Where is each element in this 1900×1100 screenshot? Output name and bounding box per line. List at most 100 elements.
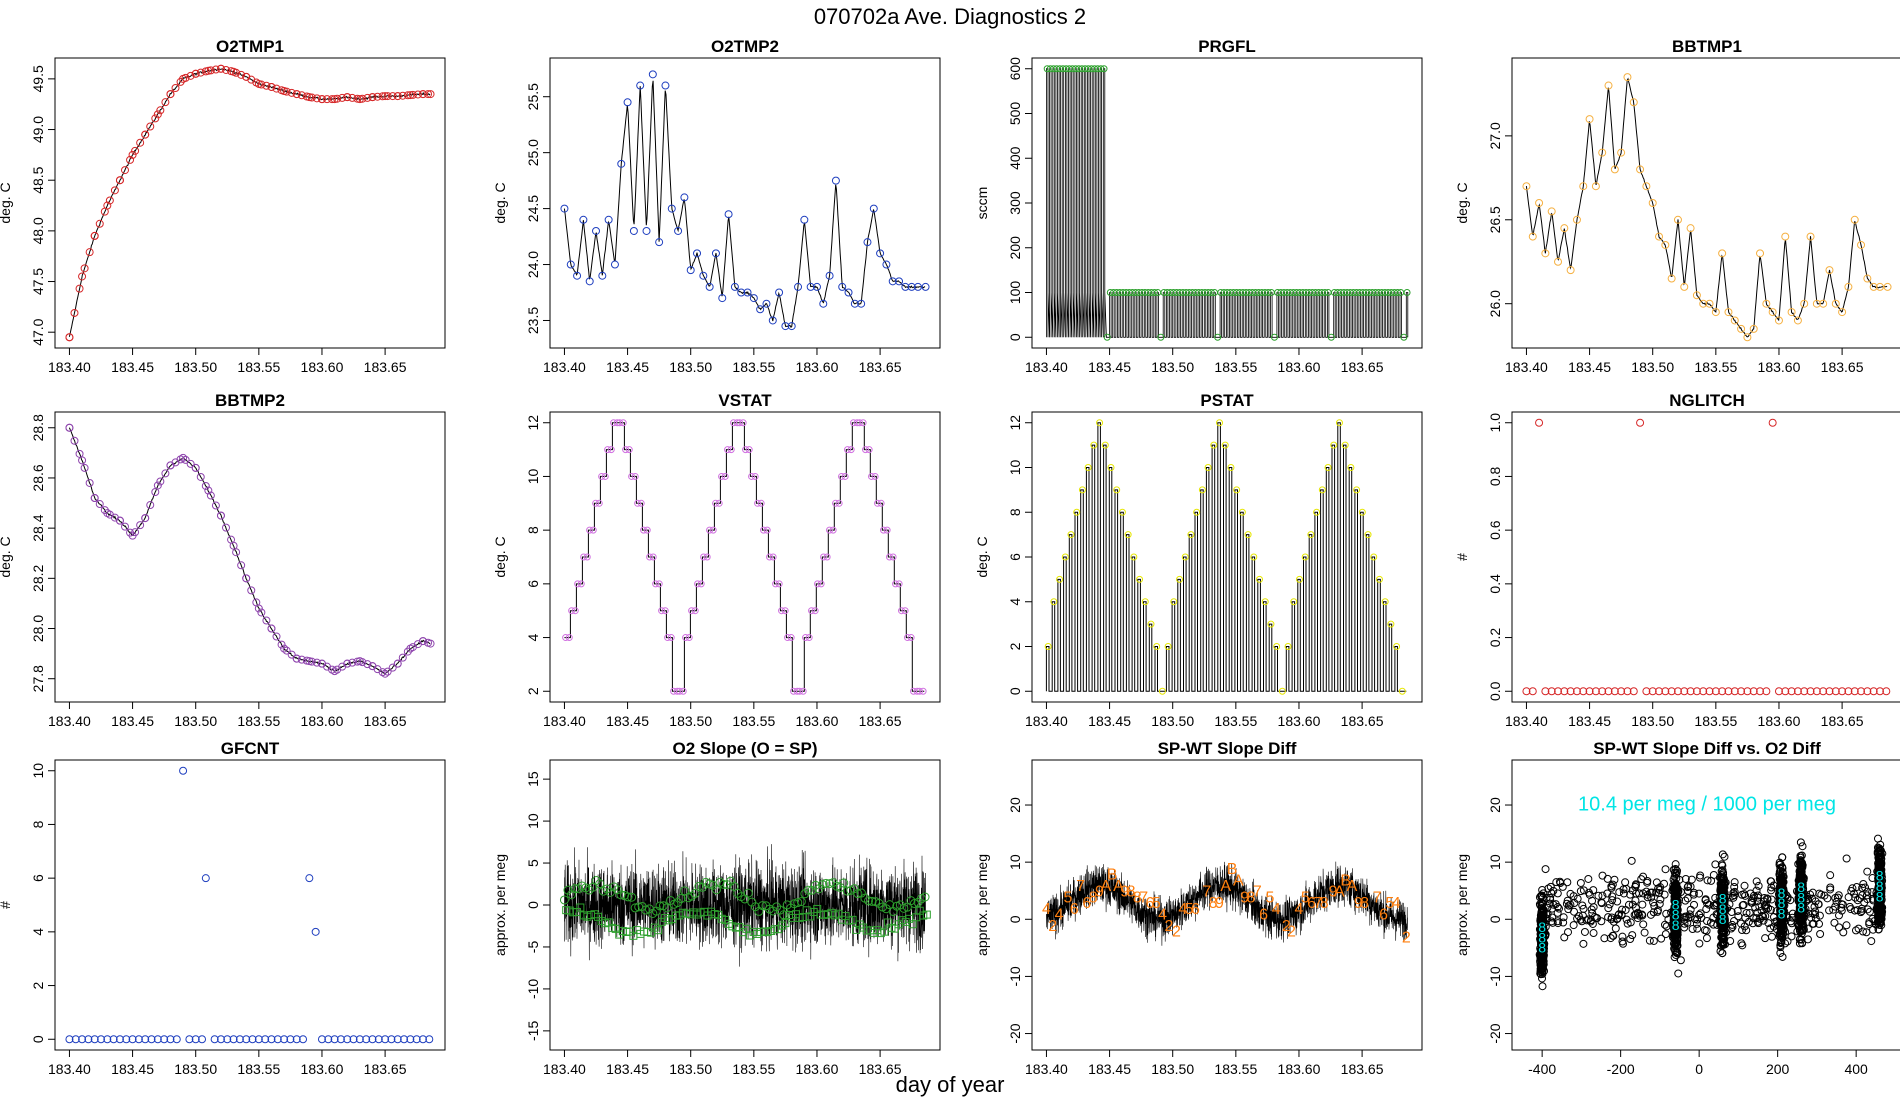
slope-code-label: 6 bbox=[1259, 907, 1268, 924]
x-tick-label: 183.40 bbox=[543, 359, 586, 375]
y-tick-label: 27.8 bbox=[30, 665, 46, 692]
y-tick-label: 49.5 bbox=[30, 65, 46, 92]
y-axis-label: deg. C bbox=[1454, 182, 1470, 223]
chart-title-o2slope: O2 Slope (O = SP) bbox=[672, 739, 817, 758]
y-tick-label: 10 bbox=[525, 468, 541, 484]
x-tick-label: 183.60 bbox=[796, 359, 839, 375]
scatter-point bbox=[1640, 921, 1647, 928]
cluster-label: 8 bbox=[1672, 896, 1680, 912]
y-axis-label: # bbox=[1454, 553, 1470, 561]
x-tick-label: 183.60 bbox=[796, 1061, 839, 1077]
data-point bbox=[306, 875, 313, 882]
chart-title-gfcnt: GFCNT bbox=[221, 739, 280, 758]
scatter-point bbox=[1753, 878, 1760, 885]
chart-panel-bbtmp2: BBTMP2 183.40 183.45 183.50 183.55 183.60 183.… bbox=[0, 390, 455, 750]
chart-panel-spwt_vs_o2: SP-WT Slope Diff vs. O2 Diff-400 -200 0 200… bbox=[1452, 738, 1900, 1098]
y-axis-label: # bbox=[0, 901, 13, 909]
chart-panel-o2tmp2: O2TMP2183.40 183.45 183.50 183.55 183.60 183.… bbox=[490, 36, 950, 396]
x-tick-label: 183.55 bbox=[732, 359, 775, 375]
x-tick-label: 183.65 bbox=[364, 713, 407, 729]
data-point bbox=[801, 216, 808, 223]
series-line bbox=[1046, 423, 1406, 692]
plot-frame bbox=[55, 760, 445, 1050]
scatter-point bbox=[1843, 922, 1850, 929]
slope-code-label: A bbox=[1220, 878, 1231, 895]
scatter-point bbox=[1639, 901, 1646, 908]
scatter-point bbox=[1580, 940, 1587, 947]
scatter-point bbox=[1570, 922, 1577, 929]
x-tick-label: 200 bbox=[1766, 1061, 1790, 1077]
y-tick-label: 0.8 bbox=[1487, 467, 1503, 487]
cluster-point bbox=[1719, 950, 1726, 957]
y-tick-label: 10 bbox=[30, 763, 46, 779]
scatter-point bbox=[1628, 857, 1635, 864]
y-tick-label: 200 bbox=[1007, 236, 1023, 260]
y-tick-label: 49.0 bbox=[30, 116, 46, 143]
scatter-point bbox=[1843, 855, 1850, 862]
x-tick-label: 183.60 bbox=[1278, 1061, 1321, 1077]
chart-panel-gfcnt: GFCNT183.40 183.45 183.50 183.55 183.60 183.6… bbox=[0, 738, 455, 1098]
x-tick-label: 183.50 bbox=[669, 359, 712, 375]
slope-code-label: 2 bbox=[1402, 929, 1411, 946]
scatter-point bbox=[1691, 901, 1698, 908]
y-tick-label: 20 bbox=[1487, 797, 1503, 813]
y-tick-label: -5 bbox=[525, 941, 541, 954]
y-tick-label: 10 bbox=[1487, 854, 1503, 870]
data-point bbox=[611, 261, 618, 268]
plot-frame bbox=[1512, 412, 1900, 702]
scatter-point bbox=[1696, 940, 1703, 947]
x-tick-label: 183.50 bbox=[669, 1061, 712, 1077]
data-point bbox=[312, 928, 319, 935]
y-axis-label: approx. per meg bbox=[974, 854, 990, 956]
y-tick-label: 26.0 bbox=[1487, 290, 1503, 317]
x-tick-label: 183.65 bbox=[859, 1061, 902, 1077]
x-tick-label: 183.50 bbox=[1151, 1061, 1194, 1077]
slope-code-label: 2 bbox=[1287, 924, 1296, 941]
scatter-point bbox=[1768, 933, 1775, 940]
y-tick-label: 0.0 bbox=[1487, 681, 1503, 701]
scatter-point bbox=[1614, 898, 1621, 905]
data-point bbox=[630, 227, 637, 234]
data-point bbox=[180, 767, 187, 774]
x-tick-label: 183.40 bbox=[48, 359, 91, 375]
scatter-point bbox=[1585, 875, 1592, 882]
y-tick-label: 0 bbox=[1487, 915, 1503, 923]
scatter-point bbox=[1561, 934, 1568, 941]
y-tick-label: 500 bbox=[1007, 102, 1023, 126]
x-tick-label: 183.40 bbox=[1505, 359, 1548, 375]
cluster-label: 8 bbox=[1719, 891, 1727, 907]
y-tick-label: 47.0 bbox=[30, 318, 46, 345]
x-tick-label: 183.60 bbox=[301, 359, 344, 375]
y-tick-label: 25.5 bbox=[525, 83, 541, 110]
y-tick-label: 4 bbox=[30, 928, 46, 936]
slope-code-label: 9 bbox=[1215, 895, 1224, 912]
y-tick-label: 0 bbox=[1007, 687, 1023, 695]
x-tick-label: 183.65 bbox=[1341, 359, 1384, 375]
scatter-point bbox=[1817, 931, 1824, 938]
y-tick-label: 400 bbox=[1007, 146, 1023, 170]
data-point bbox=[1769, 419, 1776, 426]
chart-panel-spwt: SP-WT Slope Diff183.40 183.45 183.50 183.55… bbox=[972, 738, 1432, 1098]
scatter-point bbox=[1845, 894, 1852, 901]
chart-panel-bbtmp1: BBTMP1183.40 183.45 183.50 183.55 183.60 183.… bbox=[1452, 36, 1900, 396]
x-tick-label: 183.60 bbox=[1278, 713, 1321, 729]
scatter-point bbox=[1847, 906, 1854, 913]
y-tick-label: 0 bbox=[1007, 915, 1023, 923]
data-point bbox=[820, 300, 827, 307]
x-tick-label: 183.50 bbox=[669, 713, 712, 729]
y-tick-label: 0 bbox=[525, 901, 541, 909]
x-tick-label: 183.65 bbox=[859, 359, 902, 375]
x-tick-label: 183.50 bbox=[1631, 713, 1674, 729]
y-tick-label: 20 bbox=[1007, 797, 1023, 813]
chart-title-bbtmp2: BBTMP2 bbox=[215, 391, 285, 410]
scatter-point bbox=[1542, 866, 1549, 873]
chart-panel-o2tmp1: O2TMP1183.40 183.45 183.50 183.55 183.60 183.… bbox=[0, 36, 455, 396]
x-tick-label: 183.65 bbox=[1341, 713, 1384, 729]
scatter-point bbox=[1741, 882, 1748, 889]
y-tick-label: 0 bbox=[30, 1035, 46, 1043]
y-tick-label: 28.8 bbox=[30, 414, 46, 441]
data-point bbox=[1637, 419, 1644, 426]
chart-panel-vstat: VSTAT183.40 183.45 183.50 183.55 183.60 183.6… bbox=[490, 390, 950, 750]
scatter-point bbox=[1762, 935, 1769, 942]
x-tick-label: 183.55 bbox=[1214, 359, 1257, 375]
